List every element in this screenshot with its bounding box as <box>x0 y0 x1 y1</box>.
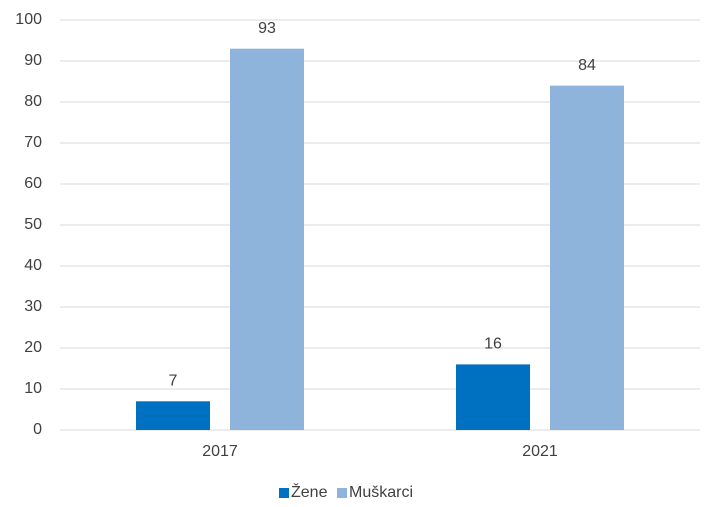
bar <box>550 85 624 430</box>
bar <box>456 364 530 430</box>
data-label: 7 <box>169 373 178 390</box>
legend-swatch <box>279 488 289 498</box>
y-tick-label: 30 <box>24 298 42 315</box>
y-tick-label: 50 <box>24 216 42 233</box>
x-tick-label: 2021 <box>522 443 558 460</box>
y-tick-label: 70 <box>24 134 42 151</box>
legend-swatch <box>337 488 347 498</box>
data-label: 93 <box>258 20 276 37</box>
bar <box>136 401 210 430</box>
y-tick-label: 90 <box>24 52 42 69</box>
bar <box>230 48 304 430</box>
data-label: 16 <box>484 336 502 353</box>
legend-label: Muškarci <box>349 484 413 501</box>
y-tick-label: 0 <box>33 421 42 438</box>
y-tick-label: 60 <box>24 175 42 192</box>
data-label: 84 <box>578 57 596 74</box>
legend-label: Žene <box>291 482 328 501</box>
y-tick-label: 10 <box>24 380 42 397</box>
x-tick-label: 2017 <box>202 443 238 460</box>
y-tick-label: 80 <box>24 93 42 110</box>
y-tick-label: 100 <box>15 11 42 28</box>
y-tick-label: 20 <box>24 339 42 356</box>
y-tick-label: 40 <box>24 257 42 274</box>
